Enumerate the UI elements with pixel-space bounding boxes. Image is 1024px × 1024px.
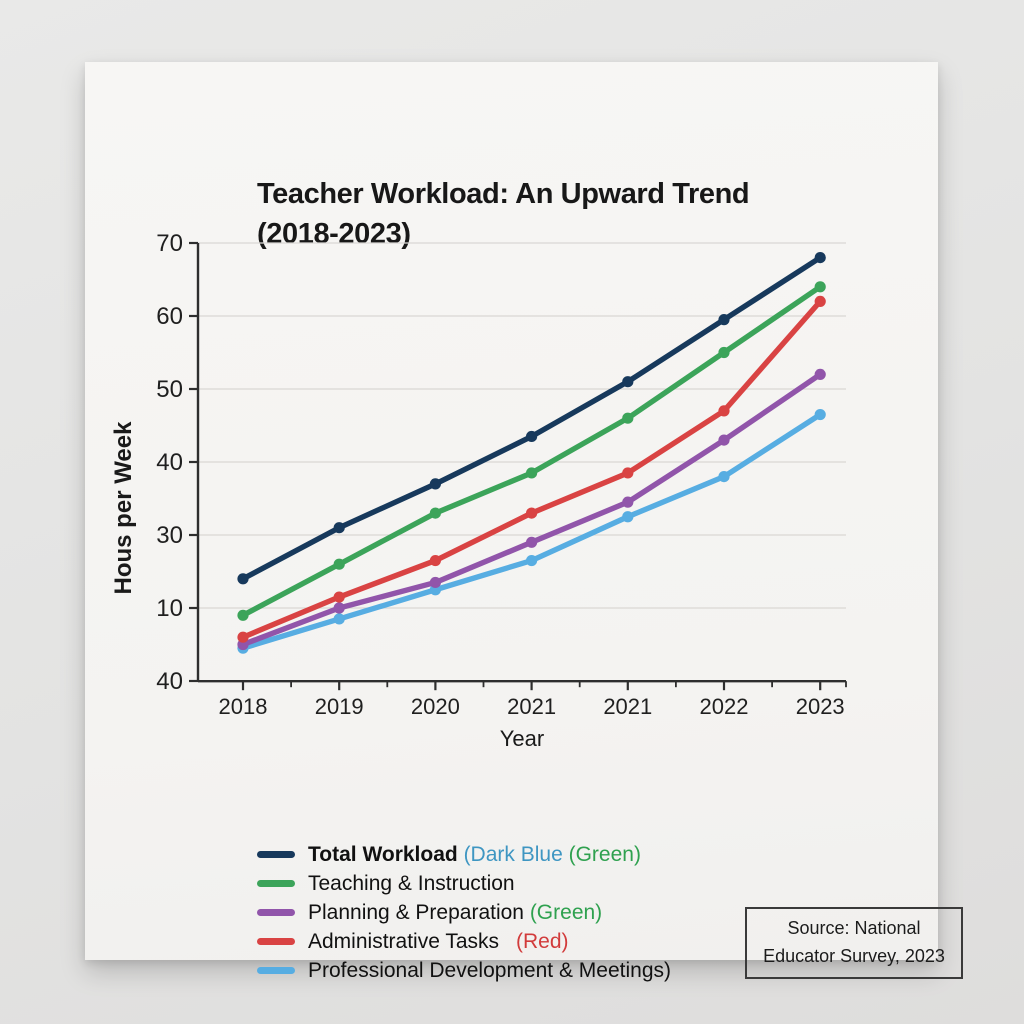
- legend-label-note: (Green): [523, 900, 603, 924]
- series-administrative-tasks: [237, 295, 826, 643]
- legend-label: Planning & Preparation: [308, 900, 524, 924]
- x-axis-ticks: 2018 2019 2020 2021 2021 2022 2023: [219, 681, 847, 719]
- series-teaching-instruction: [237, 281, 826, 621]
- legend-swatch-administrative-tasks: [257, 938, 295, 945]
- svg-text:Year: Year: [500, 726, 544, 751]
- legend-label: Total Workload: [308, 842, 458, 866]
- chart-title: Teacher Workload: An Upward Trend (2018-…: [257, 178, 750, 251]
- svg-text:40: 40: [156, 449, 183, 476]
- legend-item-total-workload: Total Workload (Dark Blue (Green): [257, 840, 671, 869]
- svg-text:2021: 2021: [603, 694, 652, 719]
- svg-text:2019: 2019: [315, 694, 364, 719]
- series-planning-preparation: [237, 368, 826, 651]
- y-axis-ticks: 70 60 50 40 30 10 40: [156, 230, 198, 695]
- axis-labels: Hous per Week Year: [110, 421, 544, 751]
- legend-label: Teaching & Instruction: [308, 871, 515, 895]
- chart-legend: Total Workload (Dark Blue (Green) Teachi…: [257, 840, 671, 985]
- legend-label: Professional Development & Meetings): [308, 958, 672, 982]
- legend-item-administrative-tasks: Administrative Tasks (Red): [257, 927, 671, 956]
- paper-card: Teacher Workload: An Upward Trend (2018-…: [85, 62, 963, 982]
- source-box: Source: National Educator Survey, 2023: [745, 907, 963, 979]
- svg-text:2021: 2021: [507, 694, 556, 719]
- svg-text:40: 40: [156, 668, 183, 695]
- legend-item-teaching-instruction: Teaching & Instruction: [257, 869, 671, 898]
- legend-item-professional-development: Professional Development & Meetings): [257, 956, 671, 985]
- svg-text:2020: 2020: [411, 694, 460, 719]
- svg-text:2022: 2022: [700, 694, 749, 719]
- legend-swatch-teaching-instruction: [257, 880, 295, 887]
- legend-label-note: (Green): [562, 842, 641, 866]
- svg-text:30: 30: [156, 522, 183, 549]
- svg-text:10: 10: [156, 595, 183, 622]
- legend-swatch-total-workload: [257, 851, 295, 858]
- series-professional-development-meetings: [237, 408, 826, 654]
- svg-text:Hous per Week: Hous per Week: [110, 421, 137, 595]
- svg-text:2018: 2018: [219, 694, 268, 719]
- legend-label: Administrative Tasks: [308, 929, 500, 953]
- svg-text:70: 70: [156, 230, 183, 257]
- svg-text:50: 50: [156, 376, 183, 403]
- legend-item-planning-preparation: Planning & Preparation (Green): [257, 898, 671, 927]
- legend-label-note: (Red): [516, 929, 569, 953]
- legend-swatch-planning-preparation: [257, 909, 295, 916]
- legend-label-note: (Dark Blue: [457, 842, 563, 866]
- svg-text:2023: 2023: [796, 694, 845, 719]
- legend-swatch-professional-development: [257, 967, 295, 974]
- svg-text:60: 60: [156, 303, 183, 330]
- series-total-workload: [237, 252, 826, 585]
